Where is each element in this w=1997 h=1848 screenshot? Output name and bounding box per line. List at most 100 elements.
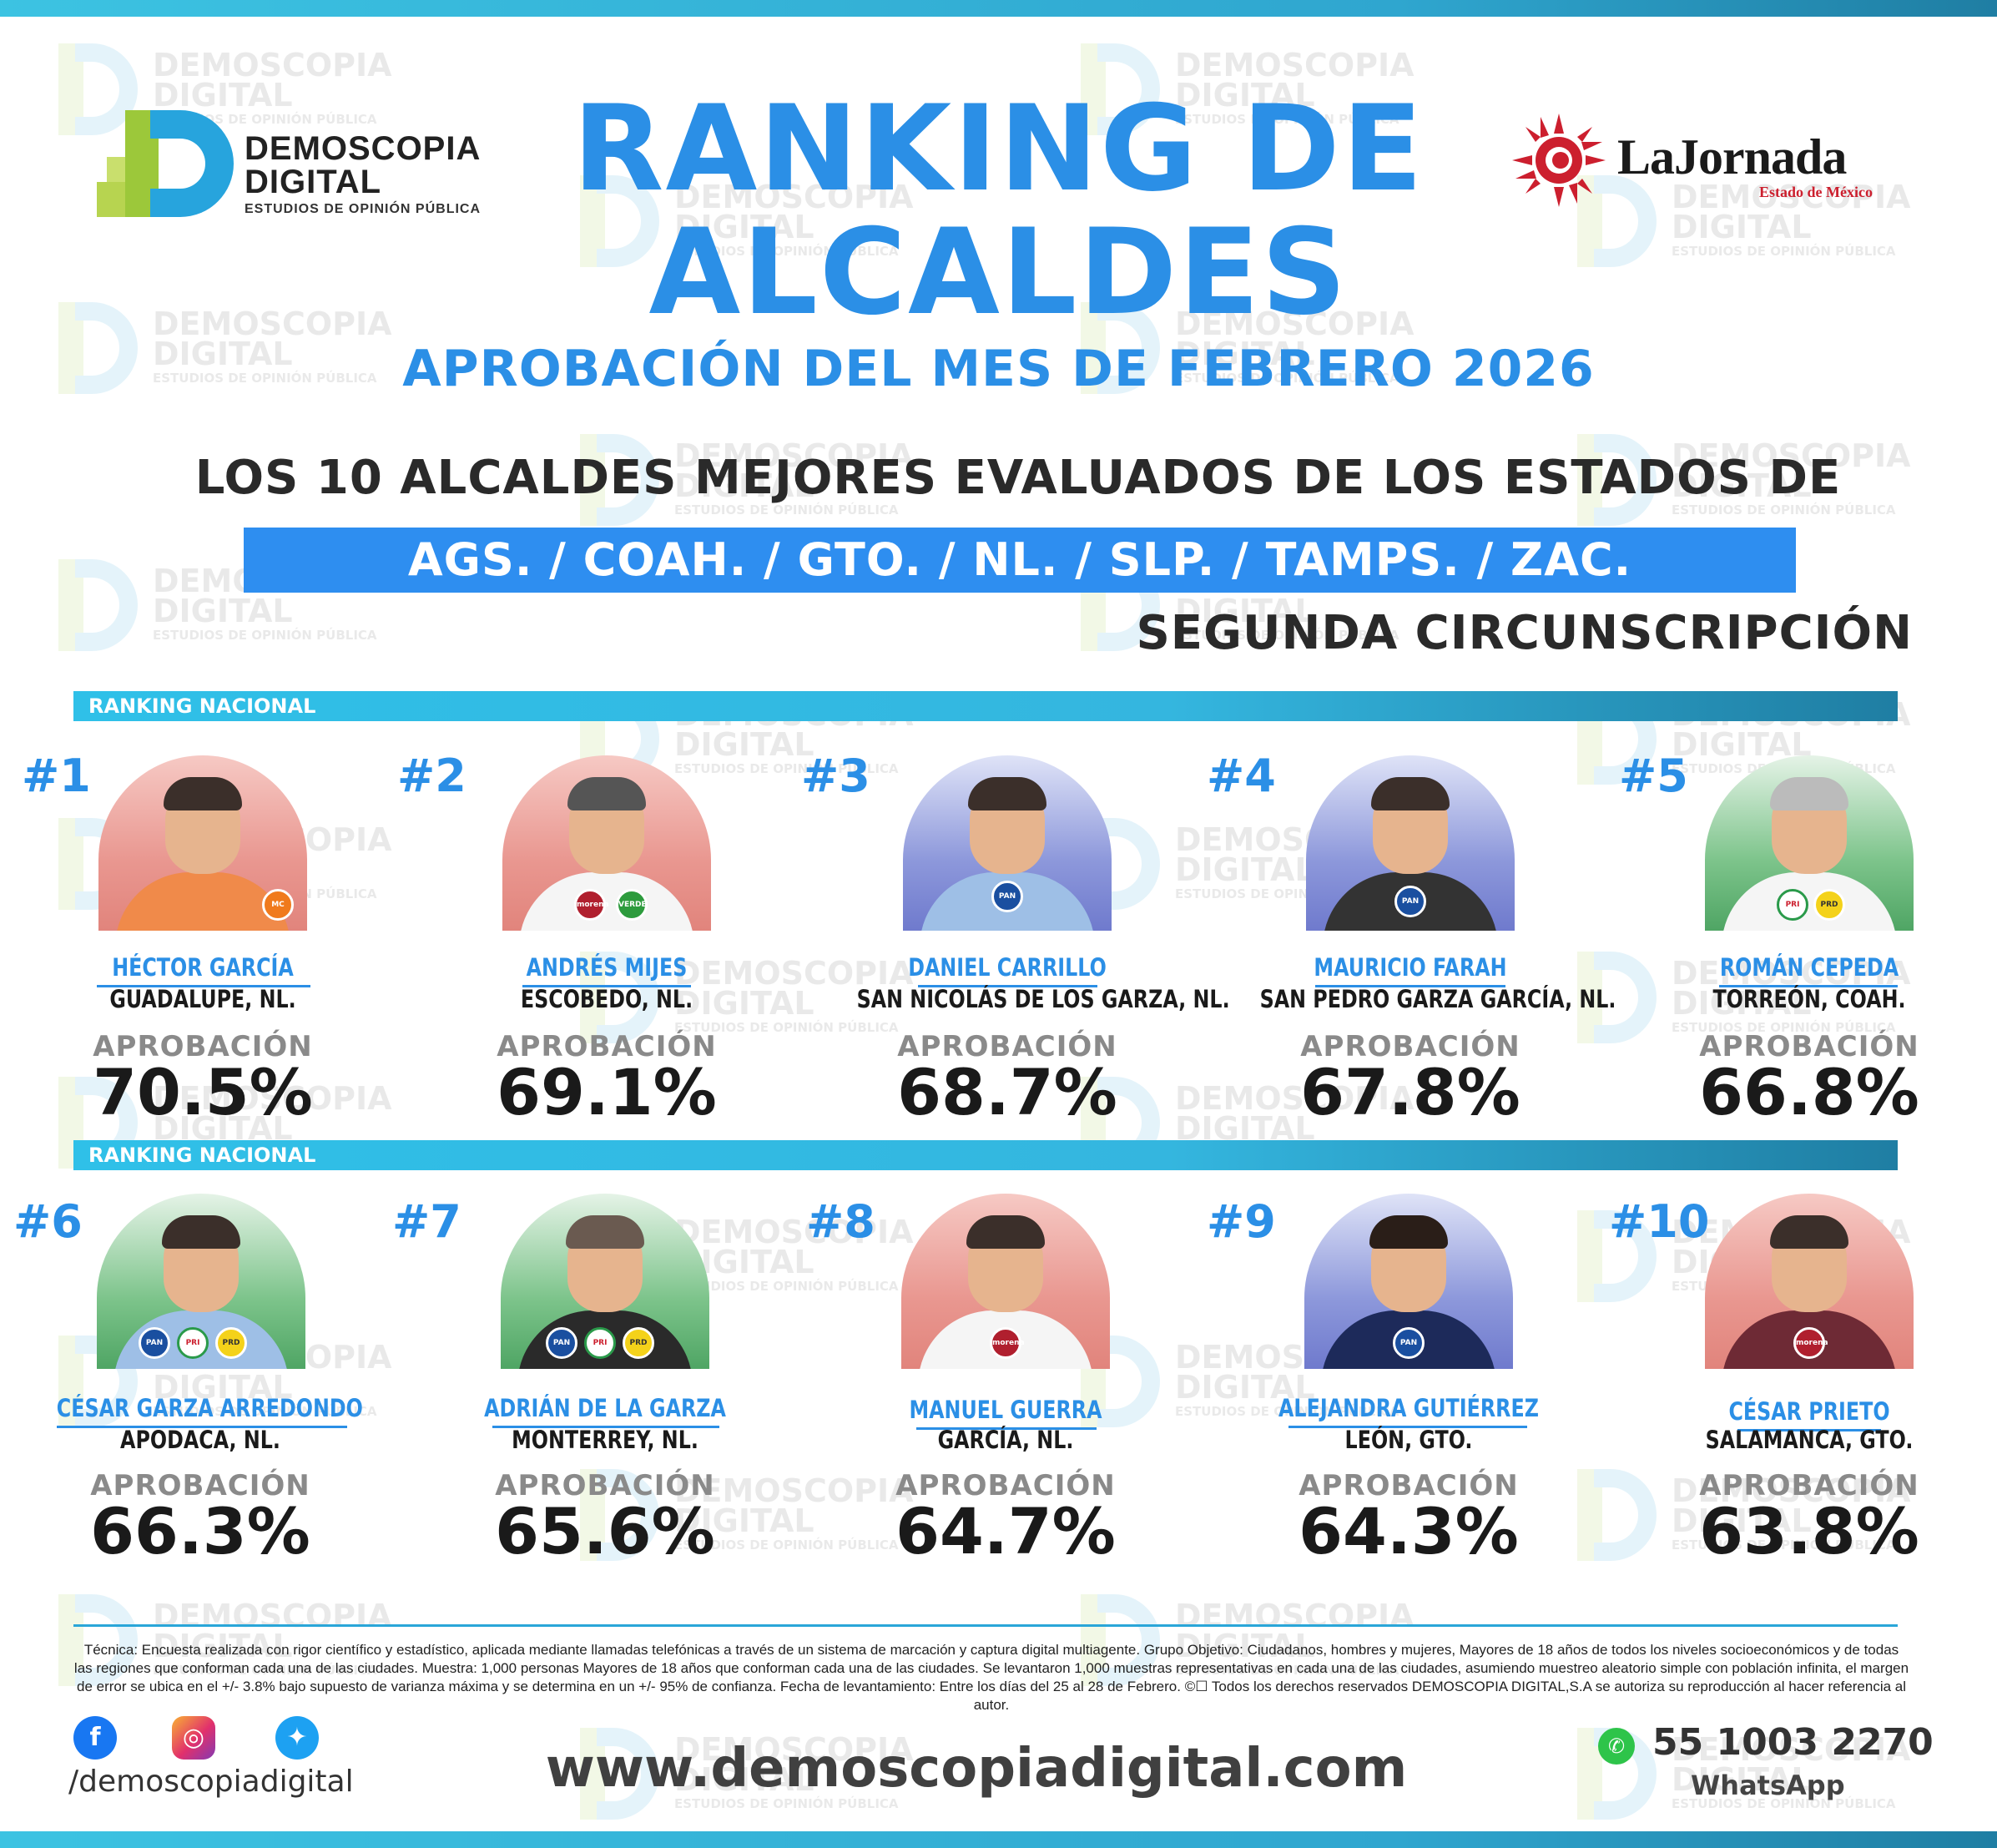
approval-label: APROBACIÓN — [1300, 1030, 1520, 1063]
rank-number: #10 — [1609, 1195, 1710, 1248]
section-label: RANKING NACIONAL — [88, 1144, 316, 1167]
instagram-icon[interactable]: ◎ — [172, 1716, 215, 1760]
mayor-name: ANDRÉS MIJES — [526, 953, 688, 982]
technical-note: Técnica: Encuesta realizada con rigor ci… — [73, 1642, 1909, 1713]
mayor-name: ALEJANDRA GUTIÉRREZ — [1278, 1394, 1539, 1422]
description: LOS 10 ALCALDES MEJORES EVALUADOS DE LOS… — [194, 451, 1842, 505]
name-underline — [1315, 985, 1505, 987]
mayor-name: CÉSAR GARZA ARREDONDO — [56, 1394, 363, 1422]
mayor-photo: morena — [901, 1194, 1110, 1369]
logo-name-line2: DIGITAL — [245, 164, 382, 200]
approval-label: APROBACIÓN — [90, 1469, 310, 1502]
party-badge: morena — [990, 1327, 1025, 1359]
approval-label: APROBACIÓN — [1299, 1469, 1519, 1502]
party-badge: PRI — [1777, 889, 1808, 921]
demoscopia-logo-icon — [90, 107, 234, 217]
social-handle[interactable]: /demoscopiadigital — [68, 1765, 354, 1799]
approval-value: 66.8% — [1699, 1055, 1919, 1129]
website-link[interactable]: www.demoscopiadigital.com — [545, 1738, 1408, 1800]
party-badge: MC — [262, 889, 294, 921]
party-badge: PAN — [1394, 886, 1426, 917]
rank-number: #9 — [1207, 1195, 1276, 1248]
rank-number: #3 — [801, 750, 870, 802]
rank-number: #4 — [1207, 750, 1276, 802]
la-jornada-logo: LaJornada Estado de México — [1509, 110, 1901, 210]
party-badge: morena — [1793, 1327, 1828, 1359]
sun-icon — [1512, 114, 1606, 207]
mayor-photo: PAN — [903, 755, 1112, 931]
rank-number: #8 — [806, 1195, 875, 1248]
mayor-photo: PAN — [1304, 1194, 1513, 1369]
rank-number: #2 — [397, 750, 466, 802]
approval-label: APROBACIÓN — [1699, 1030, 1919, 1063]
facebook-icon[interactable]: f — [73, 1716, 117, 1760]
approval-label: APROBACIÓN — [497, 1030, 717, 1063]
rank-number: #5 — [1619, 750, 1688, 802]
section-band: RANKING NACIONAL — [73, 1140, 1898, 1170]
approval-value: 64.7% — [895, 1494, 1116, 1568]
approval-value: 68.7% — [897, 1055, 1117, 1129]
mayor-name: HÉCTOR GARCÍA — [112, 953, 294, 982]
logo-name-line1: DEMOSCOPIA — [245, 130, 482, 167]
approval-value: 69.1% — [497, 1055, 717, 1129]
title-line1: RANKING DE — [572, 80, 1425, 218]
mayor-city: SALAMANCA, GTO. — [1705, 1426, 1914, 1454]
mayor-name: CÉSAR PRIETO — [1728, 1397, 1890, 1426]
party-badge: PAN — [1393, 1327, 1425, 1359]
logo-tagline: ESTUDIOS DE OPINIÓN PÚBLICA — [245, 202, 482, 216]
subtitle: APROBACIÓN DEL MES DE FEBRERO 2026 — [402, 340, 1595, 398]
party-badge: morena — [574, 889, 609, 921]
name-underline — [97, 985, 310, 987]
footer-divider — [73, 1624, 1898, 1627]
states-banner: AGS. / COAH. / GTO. / NL. / SLP. / TAMPS… — [244, 528, 1796, 593]
party-badge: PAN — [546, 1327, 577, 1359]
party-badge: PAN — [991, 881, 1023, 912]
party-badge: PRD — [623, 1327, 654, 1359]
mayor-city: LEÓN, GTO. — [1344, 1426, 1473, 1454]
approval-label: APROBACIÓN — [495, 1469, 715, 1502]
party-badge: PAN — [139, 1327, 170, 1359]
approval-label: APROBACIÓN — [897, 1030, 1117, 1063]
mayor-photo: PAN PRI PRD — [97, 1194, 305, 1369]
approval-label: APROBACIÓN — [93, 1030, 313, 1063]
name-underline — [1288, 1426, 1527, 1428]
mayor-name: ROMÁN CEPEDA — [1719, 953, 1899, 982]
approval-value: 70.5% — [93, 1055, 313, 1129]
mayor-city: GARCÍA, NL. — [937, 1426, 1074, 1454]
approval-value: 66.3% — [90, 1494, 310, 1568]
approval-label: APROBACIÓN — [895, 1469, 1116, 1502]
mayor-city: TORREÓN, COAH. — [1712, 985, 1906, 1013]
party-badge: VERDE — [616, 889, 648, 921]
approval-value: 64.3% — [1299, 1494, 1519, 1568]
name-underline — [522, 985, 691, 987]
mayor-name: MANUEL GUERRA — [909, 1396, 1102, 1424]
name-underline — [1719, 985, 1898, 987]
name-underline — [57, 1426, 347, 1428]
mayor-name: ADRIÁN DE LA GARZA — [484, 1394, 726, 1422]
party-badge: PRD — [215, 1327, 247, 1359]
approval-label: APROBACIÓN — [1699, 1469, 1919, 1502]
rank-number: #7 — [392, 1195, 461, 1248]
mayor-city: ESCOBEDO, NL. — [520, 985, 693, 1013]
mayor-city: GUADALUPE, NL. — [109, 985, 296, 1013]
approval-value: 67.8% — [1300, 1055, 1520, 1129]
whatsapp-icon[interactable]: ✆ — [1598, 1728, 1635, 1765]
approval-value: 65.6% — [495, 1494, 715, 1568]
phone-number[interactable]: 55 1003 2270 — [1652, 1721, 1934, 1764]
name-underline — [492, 1426, 719, 1428]
mayor-name: DANIEL CARRILLO — [908, 953, 1107, 982]
circunscripcion: SEGUNDA CIRCUNSCRIPCIÓN — [1136, 606, 1913, 660]
mayor-photo: MC — [98, 755, 307, 931]
party-badge: PRD — [1813, 889, 1845, 921]
mayor-city: APODACA, NL. — [120, 1426, 280, 1454]
twitter-icon[interactable]: ✦ — [275, 1716, 319, 1760]
mayor-name: MAURICIO FARAH — [1314, 953, 1507, 982]
partner-region: Estado de México — [1759, 184, 1873, 200]
mayor-city: SAN PEDRO GARZA GARCÍA, NL. — [1259, 985, 1616, 1013]
whatsapp-label: WhatsApp — [1691, 1770, 1845, 1801]
party-badge: PRI — [584, 1327, 616, 1359]
mayor-photo: morena — [1705, 1194, 1914, 1369]
approval-value: 63.8% — [1699, 1494, 1919, 1568]
rank-number: #1 — [22, 750, 91, 802]
rank-number: #6 — [13, 1195, 83, 1248]
